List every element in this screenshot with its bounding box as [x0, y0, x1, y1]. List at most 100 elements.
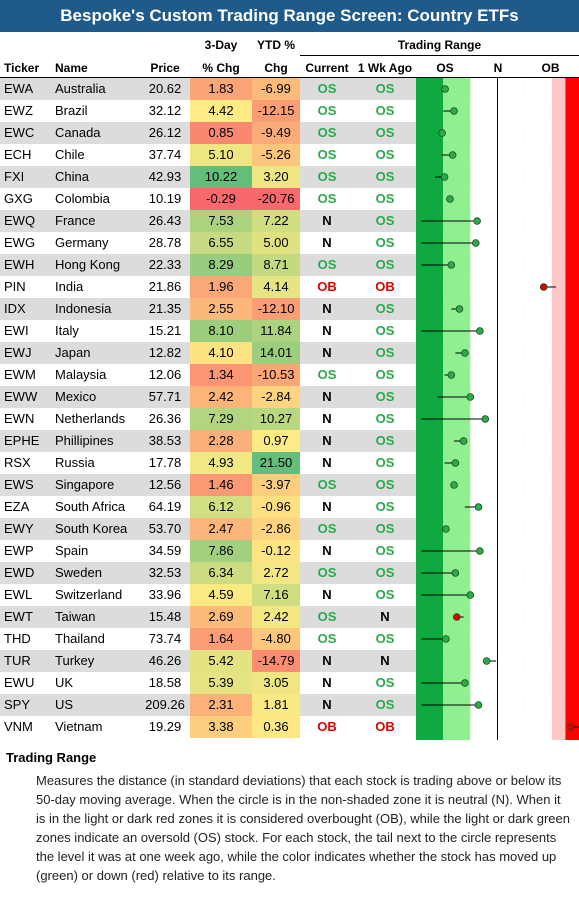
- ticker-cell: EWW: [4, 389, 38, 404]
- wk-ago-status-cell: OS: [375, 433, 395, 448]
- ticker-cell: EWM: [4, 367, 36, 382]
- name-cell: Taiwan: [55, 609, 96, 624]
- ytd-cell: 1.81: [252, 694, 300, 716]
- wk-ago-status-cell: OS: [375, 565, 395, 580]
- chg3d-cell: 4.10: [190, 342, 252, 364]
- price-cell: 209.26: [145, 697, 185, 712]
- ticker-cell: EWH: [4, 257, 35, 272]
- range-dot: [474, 701, 483, 709]
- wk-ago-status-cell: OS: [375, 169, 395, 184]
- wk-ago-status-cell: OS: [375, 521, 395, 536]
- table-row: EWP Spain 34.59 7.86 -0.12 N OS: [0, 540, 579, 562]
- ytd-cell: -4.80: [252, 628, 300, 650]
- current-status-cell: OS: [317, 125, 337, 140]
- ytd-cell: -0.96: [252, 496, 300, 518]
- name-cell: Indonesia: [55, 301, 112, 316]
- chg3d-cell: 2.55: [190, 298, 252, 320]
- price-cell: 33.96: [148, 587, 182, 602]
- wk-ago-status-cell: OS: [375, 345, 395, 360]
- price-cell: 32.53: [148, 565, 182, 580]
- wk-ago-status-cell: OS: [375, 411, 395, 426]
- range-dot: [459, 437, 468, 445]
- chg3d-cell: -0.29: [190, 188, 252, 210]
- ticker-cell: EWC: [4, 125, 35, 140]
- ytd-cell: -9.49: [252, 122, 300, 144]
- header-1wk-ago: 1 Wk Ago: [357, 61, 413, 75]
- ticker-cell: EWZ: [4, 103, 33, 118]
- chg3d-cell: 8.29: [190, 254, 252, 276]
- ticker-cell: EWT: [4, 609, 33, 624]
- current-status-cell: N: [322, 323, 332, 338]
- ticker-cell: EWA: [4, 81, 34, 96]
- wk-ago-status-cell: OS: [375, 455, 395, 470]
- chg3d-cell: 5.39: [190, 672, 252, 694]
- current-status-cell: OS: [317, 565, 337, 580]
- chg3d-cell: 1.96: [190, 276, 252, 298]
- chg3d-cell: 4.93: [190, 452, 252, 474]
- current-status-cell: OS: [317, 103, 337, 118]
- table-row: EWU UK 18.58 5.39 3.05 N OS: [0, 672, 579, 694]
- name-cell: Thailand: [55, 631, 105, 646]
- range-dot: [473, 217, 481, 225]
- ticker-cell: EZA: [4, 499, 30, 514]
- name-cell: Germany: [55, 235, 109, 250]
- header-ytd-bottom: Chg: [264, 61, 288, 75]
- range-dot: [567, 723, 575, 731]
- wk-ago-status-cell: OB: [375, 279, 395, 294]
- range-dot: [442, 635, 450, 643]
- wk-ago-status-cell: N: [380, 653, 390, 668]
- chg3d-cell: 7.29: [190, 408, 252, 430]
- current-status-cell: OS: [317, 257, 337, 272]
- name-cell: Phillipines: [55, 433, 114, 448]
- name-cell: UK: [55, 675, 74, 690]
- current-status-cell: N: [322, 675, 332, 690]
- current-status-cell: OS: [317, 521, 337, 536]
- ticker-cell: VNM: [4, 719, 33, 734]
- ytd-cell: 2.42: [252, 606, 300, 628]
- range-dot: [447, 371, 456, 379]
- current-status-cell: OS: [317, 631, 337, 646]
- ytd-cell: 21.50: [252, 452, 300, 474]
- ytd-cell: -14.79: [252, 650, 300, 672]
- chg3d-cell: 7.86: [190, 540, 252, 562]
- wk-ago-status-cell: OS: [375, 631, 395, 646]
- current-status-cell: OS: [317, 477, 337, 492]
- wk-ago-status-cell: N: [380, 609, 390, 624]
- name-cell: Japan: [55, 345, 91, 360]
- ytd-cell: -12.10: [252, 298, 300, 320]
- current-status-cell: N: [322, 301, 332, 316]
- chg3d-cell: 1.46: [190, 474, 252, 496]
- current-status-cell: OS: [317, 191, 337, 206]
- name-cell: Spain: [55, 543, 89, 558]
- current-status-cell: N: [322, 213, 332, 228]
- chg3d-cell: 3.38: [190, 716, 252, 738]
- chg3d-cell: 2.28: [190, 430, 252, 452]
- price-cell: 46.26: [148, 653, 182, 668]
- ticker-cell: PIN: [4, 279, 26, 294]
- price-cell: 12.56: [148, 477, 182, 492]
- current-status-cell: OB: [317, 279, 337, 294]
- wk-ago-status-cell: OS: [375, 477, 395, 492]
- current-status-cell: OS: [317, 81, 337, 96]
- table-row: GXG Colombia 10.19 -0.29 -20.76 OS OS: [0, 188, 579, 210]
- name-cell: Brazil: [55, 103, 88, 118]
- header-ob: OB: [541, 61, 560, 75]
- chg3d-cell: 7.53: [190, 210, 252, 232]
- range-dot: [451, 569, 460, 577]
- ytd-cell: 0.97: [252, 430, 300, 452]
- range-dot: [450, 107, 458, 115]
- ticker-cell: TUR: [4, 653, 31, 668]
- table-row: THD Thailand 73.74 1.64 -4.80 OS OS: [0, 628, 579, 650]
- range-dot: [474, 503, 483, 511]
- name-cell: Mexico: [55, 389, 97, 404]
- name-cell: Hong Kong: [55, 257, 121, 272]
- ticker-cell: FXI: [4, 169, 25, 184]
- price-cell: 15.48: [148, 609, 182, 624]
- current-status-cell: N: [322, 697, 332, 712]
- range-dot: [447, 261, 456, 269]
- chg3d-cell: 8.10: [190, 320, 252, 342]
- header-n: N: [493, 61, 503, 75]
- ytd-cell: -12.15: [252, 100, 300, 122]
- chg3d-cell: 1.34: [190, 364, 252, 386]
- ticker-cell: EWQ: [4, 213, 36, 228]
